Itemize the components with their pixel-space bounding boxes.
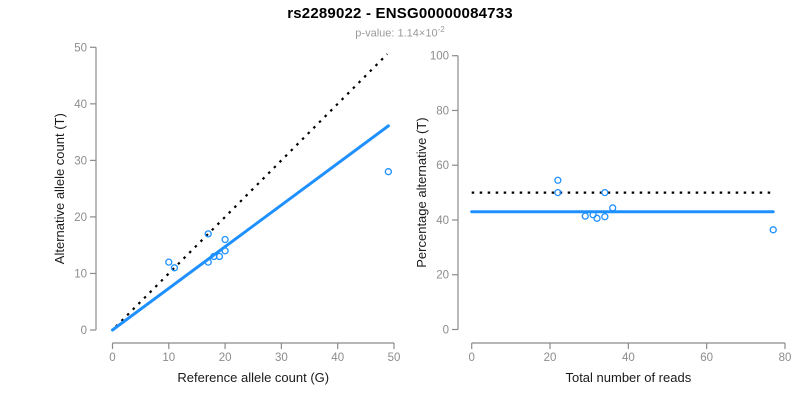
- plot-header: rs2289022 - ENSG00000084733 p-value: 1.1…: [0, 5, 800, 40]
- x-axis-title: Reference allele count (G): [177, 370, 329, 385]
- data-point: [221, 247, 229, 255]
- page-title: rs2289022 - ENSG00000084733: [287, 5, 513, 22]
- y-tick-label: 0: [443, 325, 449, 337]
- y-axis-title: Percentage alternative (T): [414, 117, 429, 267]
- x-tick-label: 20: [544, 352, 557, 364]
- x-tick-label: 60: [700, 352, 713, 364]
- y-tick-label: 10: [74, 268, 87, 280]
- data-point: [769, 226, 777, 234]
- data-point: [165, 258, 173, 266]
- p-value-exponent: -2: [437, 25, 445, 34]
- x-axis-title: Total number of reads: [565, 370, 691, 385]
- y-tick-label: 100: [430, 51, 449, 63]
- x-tick-label: 30: [275, 352, 288, 364]
- y-tick-label: 40: [74, 99, 87, 111]
- y-axis-title: Alternative allele count (T): [52, 113, 67, 264]
- y-tick-label: 40: [436, 215, 449, 227]
- y-tick-label: 20: [74, 212, 87, 224]
- data-point: [384, 168, 393, 176]
- y-tick-label: 20: [436, 270, 449, 282]
- y-tick-label: 50: [74, 42, 87, 54]
- p-value-subtitle: p-value: 1.14×10-2: [0, 25, 800, 40]
- data-point: [221, 235, 229, 244]
- data-point: [601, 213, 609, 221]
- x-tick-label: 0: [468, 352, 474, 364]
- y-tick-label: 80: [436, 105, 449, 117]
- data-point: [609, 204, 617, 212]
- p-value-prefix: p-value:: [355, 27, 398, 40]
- data-point: [601, 188, 609, 197]
- x-tick-label: 20: [219, 352, 232, 364]
- data-point: [589, 211, 597, 219]
- data-point: [204, 230, 212, 238]
- left-panel-allele-counts: 0 10 20 30 40 50 0 10 20 30 40 50 Reference allele c…: [52, 42, 400, 385]
- x-tick-label: 50: [388, 352, 401, 364]
- x-tick-label: 80: [779, 352, 792, 364]
- data-point: [204, 258, 212, 266]
- x-tick-label: 10: [162, 352, 175, 364]
- p-value-mantissa: 1.14×10: [397, 27, 438, 40]
- data-point: [581, 212, 589, 220]
- data-point: [170, 264, 179, 272]
- identity-line: [115, 53, 389, 328]
- x-tick-label: 40: [331, 352, 344, 364]
- y-tick-label: 60: [436, 160, 449, 172]
- data-point: [554, 188, 562, 197]
- y-tick-label: 0: [81, 325, 87, 337]
- data-point: [215, 252, 224, 261]
- y-tick-label: 30: [74, 155, 87, 167]
- regression-line: [111, 124, 390, 332]
- right-panel-percentage: 0 20 40 60 80 100 0 20 40 60 80 Total number of rea…: [414, 51, 791, 385]
- data-point: [593, 214, 601, 222]
- x-tick-label: 40: [622, 352, 635, 364]
- data-point: [554, 176, 562, 184]
- x-tick-label: 0: [109, 352, 115, 364]
